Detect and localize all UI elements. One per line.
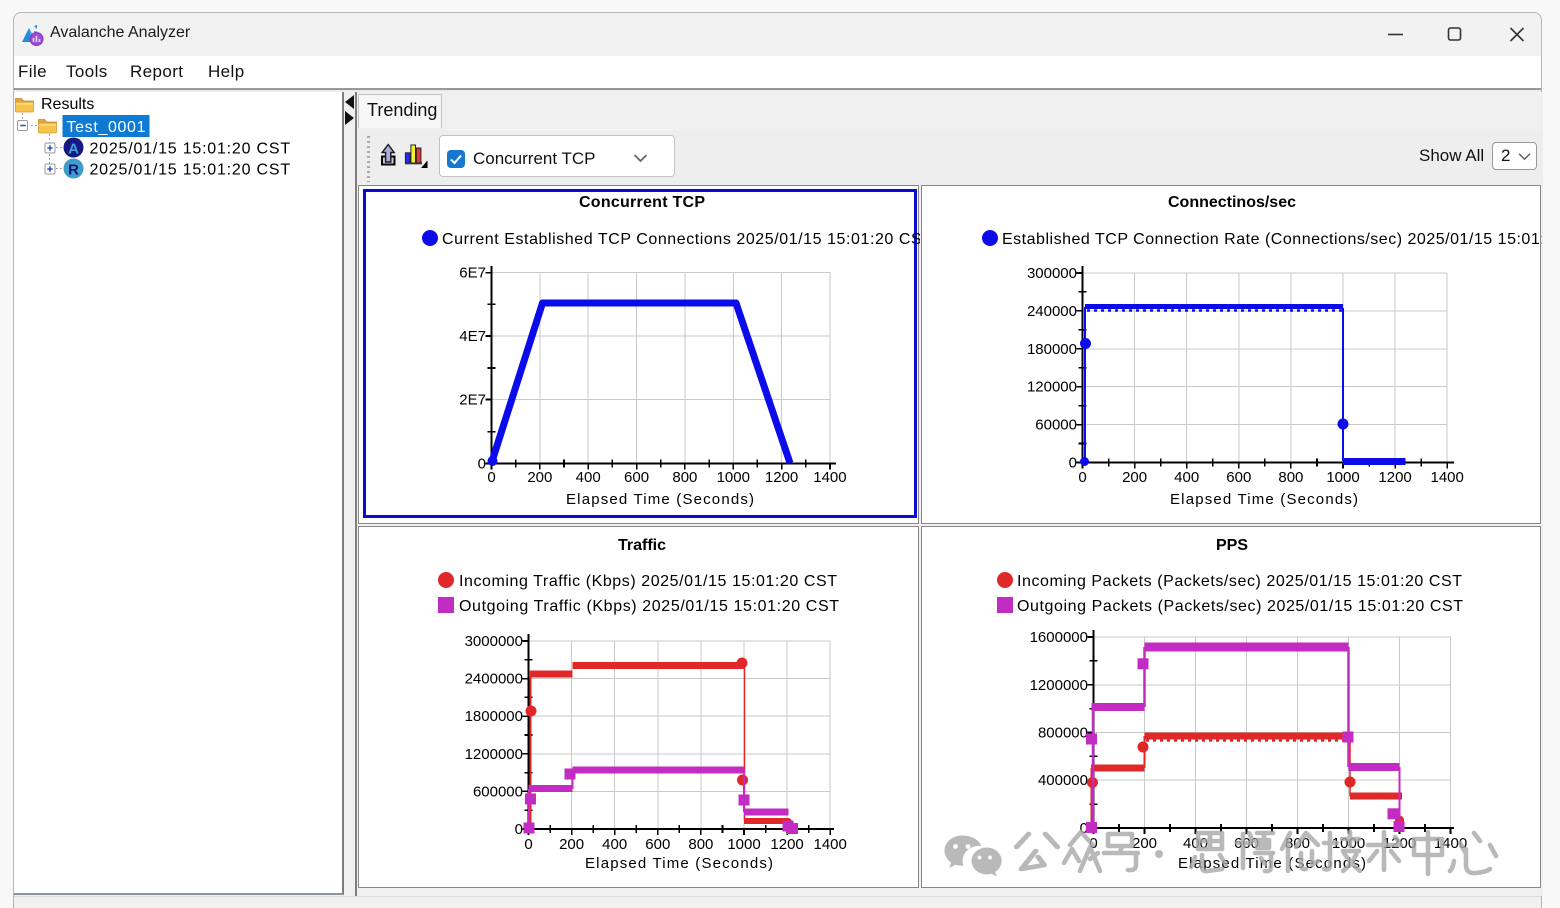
svg-text:400: 400	[602, 836, 627, 853]
svg-text:1400: 1400	[814, 836, 847, 853]
svg-text:0: 0	[1069, 455, 1077, 472]
svg-text:4E7: 4E7	[459, 328, 486, 345]
svg-text:0: 0	[478, 456, 486, 473]
svg-text:200: 200	[559, 836, 584, 853]
svg-text:0: 0	[1080, 820, 1088, 837]
svg-text:800: 800	[688, 836, 713, 853]
svg-text:Outgoing Traffic (Kbps) 2025/0: Outgoing Traffic (Kbps) 2025/01/15 15:01…	[459, 598, 839, 615]
svg-text:1200: 1200	[765, 469, 798, 486]
svg-text:2025/01/15 15:01:20 CST: 2025/01/15 15:01:20 CST	[90, 162, 291, 179]
svg-text:Test_0001: Test_0001	[67, 119, 146, 136]
svg-text:0: 0	[515, 821, 523, 838]
svg-text:600000: 600000	[473, 783, 523, 800]
svg-text:200: 200	[527, 469, 552, 486]
svg-text:0: 0	[524, 836, 532, 853]
svg-text:800000: 800000	[1038, 725, 1088, 742]
svg-text:1000: 1000	[727, 836, 760, 853]
svg-text:240000: 240000	[1027, 303, 1077, 320]
svg-text:1200000: 1200000	[465, 746, 523, 763]
svg-text:400: 400	[576, 469, 601, 486]
svg-text:1400: 1400	[813, 469, 846, 486]
svg-text:Outgoing Packets (Packets/sec): Outgoing Packets (Packets/sec) 2025/01/1…	[1017, 598, 1463, 615]
svg-text:200: 200	[1122, 469, 1147, 486]
svg-text:1600000: 1600000	[1030, 629, 1088, 646]
svg-text:0: 0	[1078, 469, 1086, 486]
svg-text:Results: Results	[41, 96, 94, 113]
svg-text:2E7: 2E7	[459, 392, 486, 409]
svg-text:6E7: 6E7	[459, 265, 486, 282]
svg-text:200: 200	[1132, 835, 1157, 852]
svg-text:Current Established TCP Connec: Current Established TCP Connections 2025…	[442, 231, 920, 248]
svg-text:800: 800	[1278, 469, 1303, 486]
svg-text:60000: 60000	[1035, 417, 1077, 434]
svg-text:120000: 120000	[1027, 379, 1077, 396]
svg-text:Established TCP Connection Rat: Established TCP Connection Rate (Connect…	[1002, 231, 1542, 248]
svg-text:PPS: PPS	[1216, 537, 1248, 554]
svg-text:600: 600	[1226, 469, 1251, 486]
svg-text:180000: 180000	[1027, 341, 1077, 358]
svg-text:600: 600	[645, 836, 670, 853]
svg-text:1000: 1000	[1326, 469, 1359, 486]
svg-text:Connectinos/sec: Connectinos/sec	[1168, 194, 1296, 211]
svg-text:600: 600	[624, 469, 649, 486]
svg-text:1200000: 1200000	[1030, 677, 1088, 694]
svg-text:1000: 1000	[717, 469, 750, 486]
svg-text:2400000: 2400000	[465, 671, 523, 688]
svg-text:Incoming Packets (Packets/sec): Incoming Packets (Packets/sec) 2025/01/1…	[1017, 573, 1462, 590]
svg-text:Elapsed Time (Seconds): Elapsed Time (Seconds)	[1170, 491, 1358, 508]
svg-text:300000: 300000	[1027, 265, 1077, 282]
svg-text:Elapsed Time (Seconds): Elapsed Time (Seconds)	[566, 491, 754, 508]
svg-text:Elapsed Time (Seconds): Elapsed Time (Seconds)	[585, 855, 773, 872]
svg-text:2025/01/15 15:01:20 CST: 2025/01/15 15:01:20 CST	[90, 141, 291, 158]
svg-text:Incoming Traffic (Kbps) 2025/0: Incoming Traffic (Kbps) 2025/01/15 15:01…	[459, 573, 837, 590]
svg-text:800: 800	[672, 469, 697, 486]
svg-text:Traffic: Traffic	[618, 537, 666, 554]
svg-text:1200: 1200	[1378, 469, 1411, 486]
svg-text:0: 0	[487, 469, 495, 486]
svg-text:3000000: 3000000	[465, 633, 523, 650]
svg-text:R: R	[68, 162, 79, 179]
svg-text:Concurrent TCP: Concurrent TCP	[579, 194, 705, 211]
svg-text:400: 400	[1174, 469, 1199, 486]
svg-text:1400: 1400	[1431, 469, 1464, 486]
svg-text:1800000: 1800000	[465, 708, 523, 725]
svg-text:A: A	[68, 141, 79, 158]
svg-text:400000: 400000	[1038, 772, 1088, 789]
svg-text:1200: 1200	[770, 836, 803, 853]
